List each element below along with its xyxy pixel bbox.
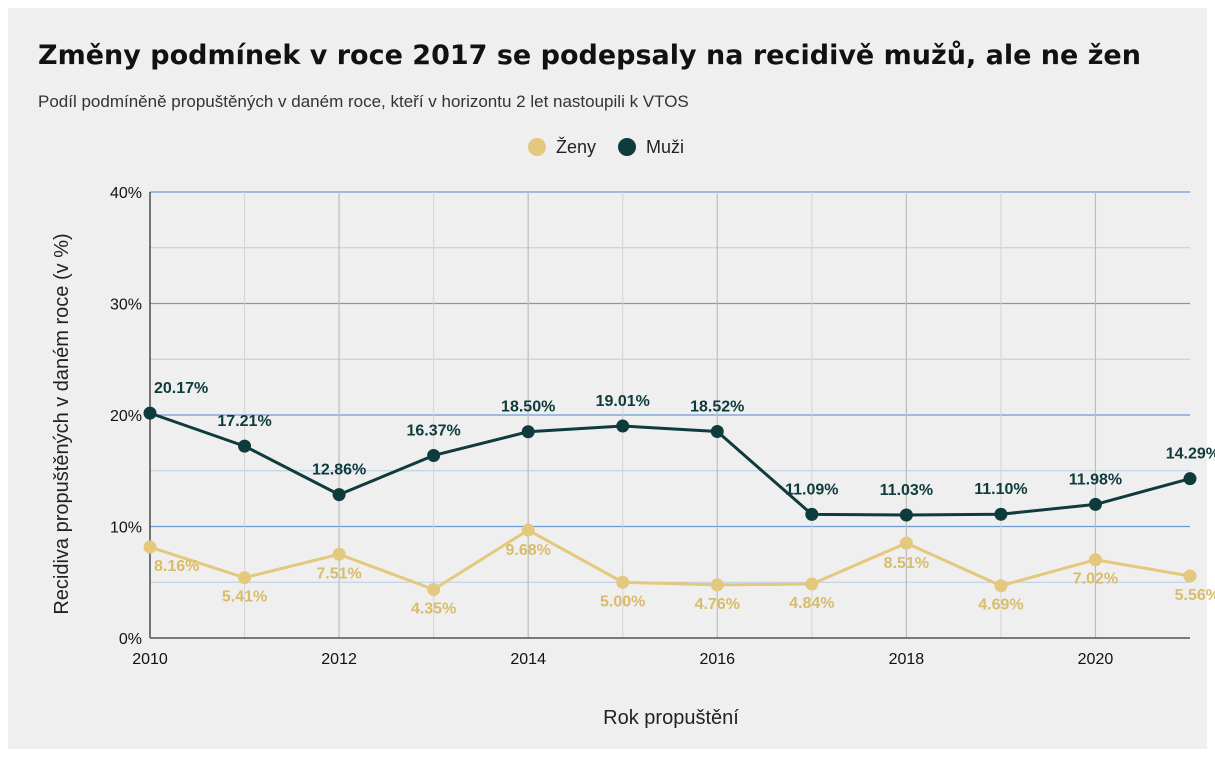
series-zeny: [143, 523, 1197, 596]
data-label-muzi: 14.29%: [1166, 446, 1215, 463]
data-label-muzi: 11.03%: [880, 482, 933, 499]
data-label-muzi: 11.10%: [974, 481, 1027, 498]
data-point-zeny: [521, 523, 535, 537]
data-label-zeny: 5.00%: [600, 593, 645, 610]
y-tick-label: 30%: [110, 297, 142, 314]
data-label-muzi: 18.50%: [501, 399, 555, 416]
y-tick-label: 0%: [119, 631, 142, 648]
x-tick-label: 2014: [510, 651, 546, 668]
data-point-muzi: [427, 448, 441, 462]
data-label-zeny: 7.02%: [1073, 571, 1118, 588]
data-label-muzi: 19.01%: [596, 393, 650, 410]
data-label-muzi: 17.21%: [217, 413, 271, 430]
data-label-zeny: 7.51%: [316, 565, 361, 582]
data-point-muzi: [994, 507, 1008, 521]
data-label-zeny: 8.51%: [884, 555, 929, 572]
data-point-muzi: [1088, 497, 1102, 511]
data-label-zeny: 4.35%: [411, 600, 456, 617]
data-point-zeny: [710, 578, 724, 592]
y-tick-label: 10%: [110, 520, 142, 537]
data-point-zeny: [899, 536, 913, 550]
legend-item-muzi[interactable]: Muži: [618, 137, 684, 158]
chart-legend: Ženy Muži: [528, 134, 684, 160]
data-point-muzi: [332, 488, 346, 502]
legend-item-zeny[interactable]: Ženy: [528, 137, 596, 158]
data-point-muzi: [805, 507, 819, 521]
data-point-muzi: [521, 425, 535, 439]
data-point-muzi: [616, 419, 630, 433]
data-label-zeny: 4.69%: [978, 597, 1023, 614]
data-label-muzi: 12.86%: [312, 462, 366, 479]
legend-label-zeny: Ženy: [556, 136, 597, 157]
data-label-zeny: 8.16%: [154, 558, 199, 575]
series-line-zeny: [149, 528, 1191, 591]
data-point-zeny: [427, 582, 441, 596]
data-label-zeny: 4.84%: [789, 595, 834, 612]
data-point-zeny: [143, 540, 157, 554]
legend-marker-zeny: [528, 138, 546, 156]
chart-title: Změny podmínek v roce 2017 se podepsaly …: [38, 40, 1141, 71]
x-tick-label: 2012: [321, 651, 357, 668]
data-label-muzi: 11.09%: [785, 481, 838, 498]
data-label-muzi: 20.17%: [154, 380, 208, 397]
data-point-muzi: [710, 425, 724, 439]
data-point-zeny: [332, 547, 346, 561]
data-point-muzi: [143, 406, 157, 420]
data-point-muzi: [1183, 472, 1197, 486]
legend-label-muzi: Muži: [646, 136, 685, 157]
data-point-muzi: [238, 439, 252, 453]
data-label-zeny: 5.56%: [1175, 587, 1215, 604]
x-tick-label: 2010: [132, 651, 168, 668]
x-tick-label: 2018: [889, 651, 925, 668]
chart-card: [8, 8, 1207, 749]
x-tick-label: 2016: [699, 651, 735, 668]
data-labels: 8.16% 5.41% 7.51% 4.35% 9.68% 5.00% 4.76% 4.84%…: [154, 380, 1215, 617]
data-label-zeny: 9.68%: [505, 542, 550, 559]
chart-grid: [150, 191, 1190, 638]
y-tick-label: 40%: [110, 185, 142, 202]
data-point-zeny: [238, 571, 252, 585]
data-point-zeny: [1183, 569, 1197, 583]
legend-marker-muzi: [618, 138, 637, 156]
data-label-muzi: 11.98%: [1069, 471, 1122, 488]
data-label-muzi: 16.37%: [407, 422, 461, 439]
y-axis-title: Recidiva propuštěných v daném roce (v %): [51, 233, 73, 614]
data-point-zeny: [994, 579, 1008, 593]
x-axis-title: Rok propuštění: [603, 707, 739, 729]
x-tick-label: 2020: [1078, 651, 1114, 668]
data-label-zeny: 5.41%: [222, 589, 267, 606]
data-point-zeny: [805, 577, 819, 591]
data-label-zeny: 4.76%: [695, 596, 740, 613]
chart-subtitle: Podíl podmíněně propuštěných v daném roc…: [38, 92, 689, 111]
chart-axes: 0% 10% 20% 30% 40% 2010 2012 2014 2016 2018 2020: [110, 185, 1190, 668]
y-tick-label: 20%: [110, 408, 142, 425]
series-muzi: [143, 406, 1197, 522]
data-point-zeny: [1088, 553, 1102, 567]
data-point-zeny: [616, 575, 630, 589]
data-point-muzi: [899, 508, 913, 522]
data-label-muzi: 18.52%: [690, 399, 744, 416]
series-line-muzi: [149, 411, 1191, 517]
